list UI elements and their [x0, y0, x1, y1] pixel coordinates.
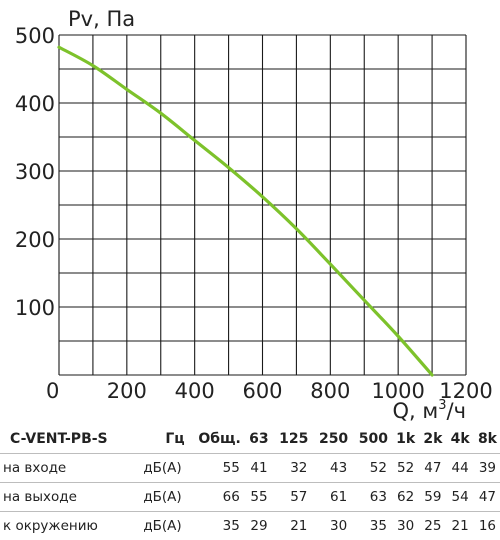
band-value: 39 — [473, 454, 500, 483]
band-value: 30 — [311, 512, 351, 540]
band-value: 21 — [272, 512, 312, 540]
y-tick-label: 500 — [15, 24, 55, 48]
band-value: 47 — [473, 483, 500, 512]
band-value: 29 — [244, 512, 272, 540]
x-axis-title-sup: 3 — [438, 398, 446, 413]
band-value: 55 — [244, 483, 272, 512]
x-axis-title-main: Q, м — [393, 399, 439, 423]
band-value: 57 — [272, 483, 312, 512]
y-tick-labels: 100 200 300 400 500 — [15, 24, 55, 320]
curve-layer — [59, 47, 432, 375]
x-tick-label: 800 — [310, 379, 350, 403]
band-header: 4k — [445, 425, 472, 454]
y-tick-label: 300 — [15, 160, 55, 184]
model-name: C-VENT-PB-S — [0, 425, 133, 454]
row-unit: дБ(А) — [133, 454, 188, 483]
band-value: 41 — [244, 454, 272, 483]
row-label: на выходе — [0, 483, 133, 512]
row-label: на входе — [0, 454, 133, 483]
band-value: 21 — [445, 512, 472, 540]
band-value: 59 — [418, 483, 445, 512]
x-axis-title-tail: /ч — [447, 399, 466, 423]
band-value: 30 — [391, 512, 418, 540]
row-unit: дБ(А) — [133, 483, 188, 512]
row-unit: дБ(А) — [133, 512, 188, 540]
row-label: к окружению — [0, 512, 133, 540]
x-axis-title: Q, м3/ч — [393, 398, 467, 423]
y-axis-title: Pv, Па — [68, 7, 135, 31]
band-header: 63 — [244, 425, 272, 454]
band-header: 8k — [473, 425, 500, 454]
x-tick-label: 400 — [175, 379, 215, 403]
band-value: 32 — [272, 454, 312, 483]
band-value: 61 — [311, 483, 351, 512]
band-value: 16 — [473, 512, 500, 540]
band-value: 44 — [445, 454, 472, 483]
total-header: Общ. — [188, 425, 244, 454]
band-value: 52 — [391, 454, 418, 483]
pressure-curve — [59, 47, 432, 375]
x-tick-label: 200 — [107, 379, 147, 403]
band-value: 63 — [351, 483, 391, 512]
row-total: 35 — [188, 512, 244, 540]
band-value: 54 — [445, 483, 472, 512]
band-value: 43 — [311, 454, 351, 483]
band-value: 47 — [418, 454, 445, 483]
y-tick-label: 200 — [15, 228, 55, 252]
row-total: 55 — [188, 454, 244, 483]
x-tick-label: 600 — [242, 379, 282, 403]
unit-header: Гц — [133, 425, 188, 454]
band-header: 2k — [418, 425, 445, 454]
x-tick-label: 0 — [46, 379, 59, 403]
band-value: 62 — [391, 483, 418, 512]
band-header: 500 — [351, 425, 391, 454]
band-header: 250 — [311, 425, 351, 454]
y-tick-label: 400 — [15, 92, 55, 116]
y-tick-label: 100 — [15, 296, 55, 320]
band-value: 25 — [418, 512, 445, 540]
band-header: 125 — [272, 425, 312, 454]
row-total: 66 — [188, 483, 244, 512]
band-header: 1k — [391, 425, 418, 454]
band-value: 52 — [351, 454, 391, 483]
band-value: 35 — [351, 512, 391, 540]
